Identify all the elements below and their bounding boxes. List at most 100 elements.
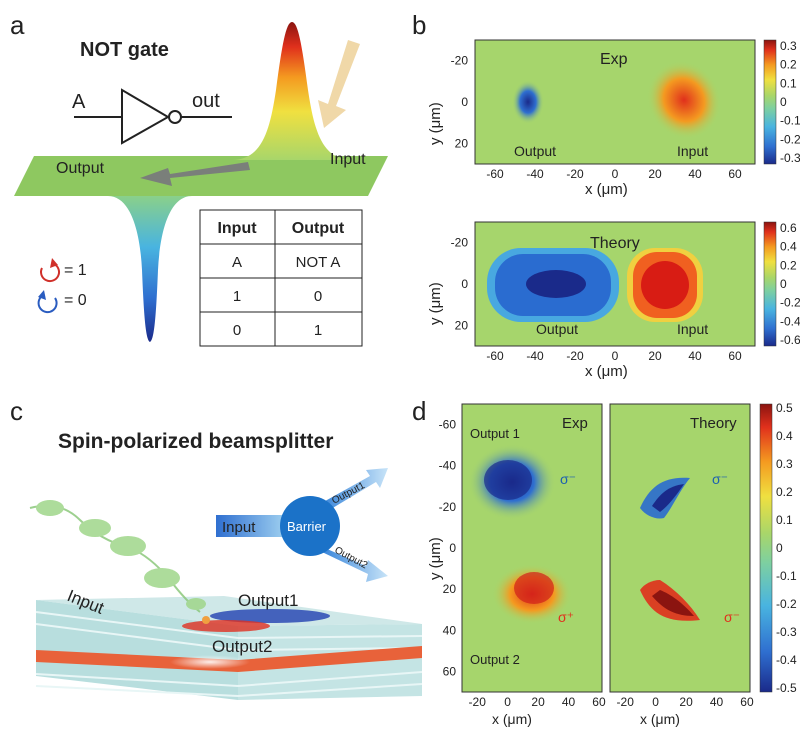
d-cbar-tick: -0.3 [776,625,797,639]
exp-cbar-tick: -0.2 [780,132,800,146]
d-colorbar [759,403,773,693]
not-gate-symbol [74,88,232,145]
input-beam [29,500,206,613]
d-y-tick: 0 [449,541,456,555]
theory-x-tick: 0 [612,349,619,363]
exp-x-tick: 60 [728,167,742,181]
d-theory-x-tick: 0 [652,695,659,709]
panel-c: c Spin-polarized beamsplitter Input Barr… [10,396,423,700]
legend-one: = 1 [64,262,87,279]
output2-beam [182,620,270,632]
spin-up-icon [40,258,61,283]
theory-x-tick: -40 [526,349,544,363]
beam-output2-label: Output2 [212,637,273,656]
exp-x-tick: 0 [612,167,619,181]
theory-x-label: x (μm) [585,363,628,380]
exp-input-label: Input [677,143,708,159]
theory-d-title: Theory [690,415,737,432]
d-cbar-tick: 0.2 [776,485,793,499]
theory-y-tick: 20 [455,318,469,332]
sigma-minus-exp: σ⁻ [560,471,576,487]
theory-y-tick: -20 [451,236,469,250]
theory-x-tick: -20 [566,349,584,363]
theory-map-d: Theory σ⁻ σ⁻ [609,403,751,693]
table-cell: A [232,254,242,271]
d-y-label: y (μm) [427,537,444,580]
table-cell: 1 [314,322,322,339]
beamsplitter-title: Spin-polarized beamsplitter [58,430,333,453]
table-cell: NOT A [296,254,341,271]
exp-x-tick: -20 [566,167,584,181]
panel-a: a NOT gate A out Output Input = 1 [10,10,388,347]
theory-y-tick: 0 [461,277,468,291]
exp-d-title: Exp [562,415,588,432]
exp-x-tick: 40 [688,167,702,181]
excitation-arrow [318,40,360,128]
table-cell: 1 [233,288,241,305]
theory-y-label: y (μm) [427,282,444,325]
d-cbar-tick: -0.1 [776,569,797,583]
exp-x-label: x (μm) [585,181,628,198]
theory-x-tick: 60 [728,349,742,363]
d-theory-x-tick: -20 [617,695,635,709]
theory-cbar-tick: -0.2 [780,296,800,310]
exp-x-tick: -40 [526,167,544,181]
exp-cbar-tick: 0.3 [780,39,797,53]
spin-down-icon [37,290,58,314]
gate-input-label: A [72,91,86,113]
exp-cbar-tick: 0.2 [780,58,797,72]
exp-colorbar [763,39,777,165]
exp-cbar-tick: -0.1 [780,114,800,128]
theory-cbar-tick: -0.4 [780,314,800,328]
d-y-tick: -20 [439,500,457,514]
gate-output-label: out [192,90,220,112]
d-y-tick: 60 [443,664,457,678]
theory-map-b: Theory Output Input [474,221,756,347]
exp-y-label: y (μm) [427,102,444,145]
d-cbar-tick: 0.3 [776,457,793,471]
exp-y-tick: 20 [455,136,469,150]
panel-b-letter: b [412,10,426,40]
theory-input-label: Input [677,321,708,337]
barrier-diagram: Input Barrier Output1 Output2 [216,468,388,582]
exp-output-label: Output [514,143,556,159]
d-cbar-tick: 0.1 [776,513,793,527]
d-theory-x-label: x (μm) [640,711,680,727]
sigma-plus-exp: σ⁺ [558,609,574,625]
d-exp-x-label: x (μm) [492,711,532,727]
panel-d-letter: d [412,396,426,426]
d-exp-x-tick: 40 [562,695,576,709]
table-header-output: Output [292,220,345,237]
d-y-tick: -60 [439,418,457,432]
plane-output-label: Output [56,160,105,177]
microcavity-slab [35,596,423,700]
beam-output1-label: Output1 [238,591,299,610]
exp-x-tick: 20 [648,167,662,181]
exp-cbar-tick: 0 [780,95,787,109]
d-y-tick: -40 [439,459,457,473]
theory-cbar-tick: 0.2 [780,258,797,272]
legend-zero: = 0 [64,292,87,309]
theory-cbar-tick: 0.4 [780,240,797,254]
theory-cbar-tick: 0.6 [780,221,797,235]
not-gate-title: NOT gate [80,39,169,61]
d-exp-x-tick: 60 [592,695,606,709]
theory-cbar-tick: -0.6 [780,333,800,347]
d-cbar-tick: 0 [776,541,783,555]
barrier-circle [280,496,340,556]
d-y-tick: 40 [443,623,457,637]
d-theory-x-tick: 60 [740,695,754,709]
theory-x-tick: 20 [648,349,662,363]
panel-d: d Exp Output 1 Output 2 σ⁻ σ⁺ Theory σ⁻ … [412,396,773,727]
output-valley [108,196,192,342]
plane-input-label: Input [330,151,366,168]
table-header-input: Input [217,220,257,237]
d-cbar-tick: -0.4 [776,653,797,667]
output1-arrow-label: Output1 [330,480,367,507]
input-peak [232,22,352,160]
exp-cbar-tick: -0.3 [780,151,800,165]
flow-arrow [140,162,250,186]
theory-colorbar [763,221,777,347]
sigma-minus-theory-2: σ⁻ [724,609,740,625]
